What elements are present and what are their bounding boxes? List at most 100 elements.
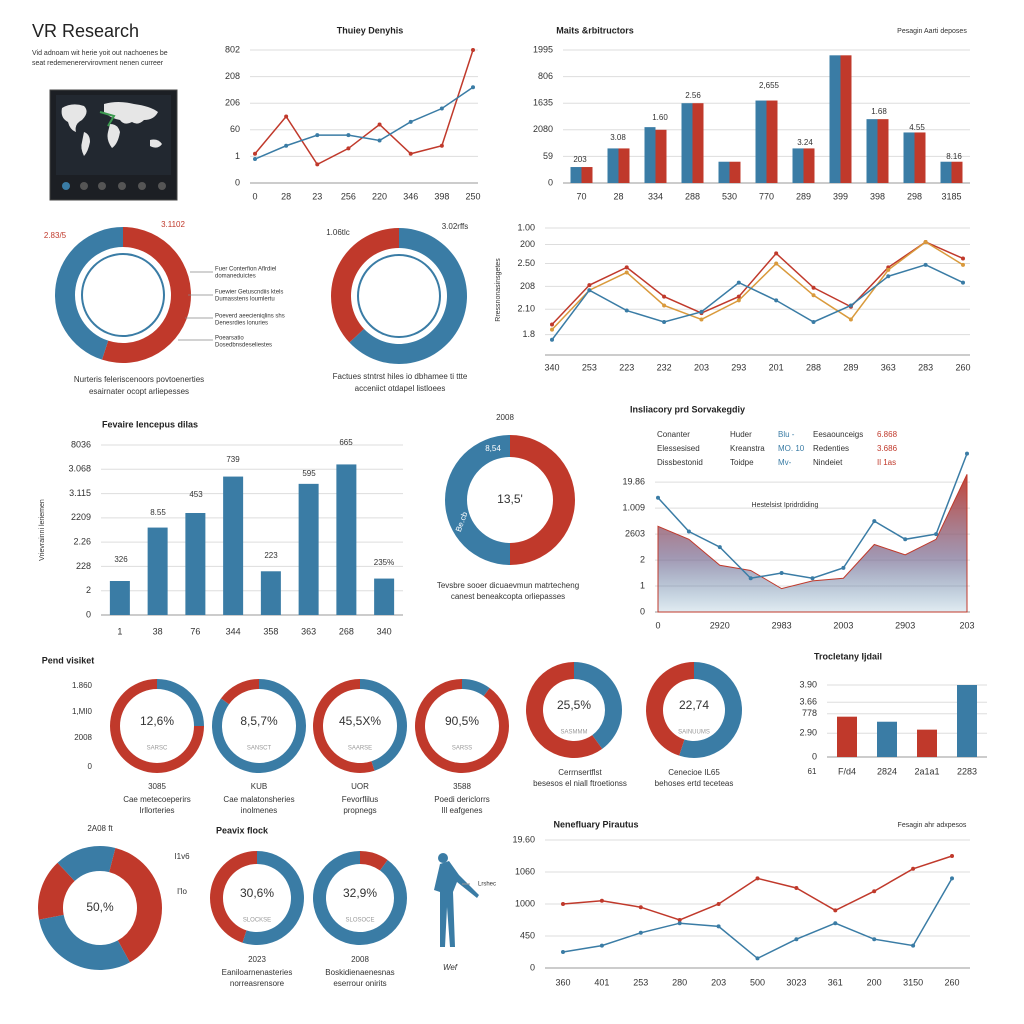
donut-segment xyxy=(220,679,259,705)
x-tick-label: 28 xyxy=(281,191,291,201)
point xyxy=(638,905,643,910)
annotation: Hestelsist Ipridrdiding xyxy=(752,502,819,509)
point xyxy=(811,319,816,324)
x-tick-label: 70 xyxy=(576,191,586,201)
chart-title: Nenefluary Pirautus xyxy=(553,819,638,829)
point xyxy=(848,317,853,322)
x-tick-label: 260 xyxy=(944,977,959,987)
point xyxy=(599,943,604,948)
point xyxy=(911,866,916,871)
point xyxy=(911,943,916,948)
y-tick-label: 1.00 xyxy=(517,222,535,232)
y-tick-label: 0 xyxy=(812,751,817,761)
x-tick-label: 200 xyxy=(867,977,882,987)
point xyxy=(377,122,382,127)
annotation: 1.60 xyxy=(652,113,668,122)
y-tick-label: 806 xyxy=(538,71,553,81)
y-tick-label: 2080 xyxy=(533,124,553,134)
point xyxy=(965,451,969,456)
x-tick-label: 2903 xyxy=(895,620,915,630)
y-tick-label: 200 xyxy=(520,239,535,249)
point xyxy=(638,930,643,935)
x-tick-label: 253 xyxy=(633,977,648,987)
point xyxy=(587,288,592,293)
table-cell: MO. 10 xyxy=(778,444,805,453)
bar xyxy=(607,148,619,183)
y-tick-label: 19.60 xyxy=(512,834,535,844)
annotation: 2008 xyxy=(351,955,369,964)
donut-segment xyxy=(100,846,116,873)
annotation: Cerrnsertflst xyxy=(558,768,602,777)
sub-label: SLOSOCE xyxy=(345,918,374,924)
point xyxy=(755,956,760,961)
annotation: 3.24 xyxy=(797,138,813,147)
bar xyxy=(618,148,630,183)
x-tick-label: 268 xyxy=(339,626,354,636)
x-tick-label: 399 xyxy=(833,191,848,201)
annotation: norreasrensore xyxy=(230,979,285,988)
annotation: 3.08 xyxy=(610,133,626,142)
point xyxy=(561,902,565,906)
x-tick-label: 220 xyxy=(372,191,387,201)
bar xyxy=(755,100,767,183)
inner-ring xyxy=(81,253,165,337)
annotation: Dosedbnsdeseliestes xyxy=(215,343,272,349)
chart-title: Insliacory prd Sorvakegdiy xyxy=(630,404,745,414)
y-tick-label: 1060 xyxy=(515,866,535,876)
donut-segment xyxy=(349,228,468,365)
point xyxy=(599,898,604,903)
donut-segment xyxy=(445,435,510,565)
point xyxy=(872,519,877,524)
area xyxy=(657,474,968,613)
point xyxy=(848,303,853,308)
x-tick-label: 293 xyxy=(731,362,746,372)
donut-segment xyxy=(55,227,123,360)
y-tick-label: 19.86 xyxy=(622,477,645,487)
point xyxy=(833,908,838,913)
bar xyxy=(147,527,168,615)
bar xyxy=(840,55,852,183)
x-tick-label: 2283 xyxy=(957,766,977,776)
point xyxy=(810,576,815,581)
x-tick-label: 203 xyxy=(694,362,709,372)
annotation: 3085 xyxy=(148,782,166,791)
point xyxy=(950,854,954,858)
table-cell: 6.868 xyxy=(877,430,898,439)
annotation: Irllorteries xyxy=(139,806,174,815)
bar xyxy=(877,119,889,183)
annotation: 665 xyxy=(339,438,353,447)
annotation: Denesrdies lonuries xyxy=(215,321,268,327)
y-tick-label: 208 xyxy=(520,281,535,291)
x-tick-label: 232 xyxy=(657,362,672,372)
point xyxy=(950,876,954,881)
annotation: behoses ertd teceteas xyxy=(655,779,734,788)
x-tick-label: 334 xyxy=(648,191,663,201)
annotation: Fevorflilus xyxy=(342,795,378,804)
donut-segment xyxy=(679,662,742,758)
annotation: Boskidienaenesnas xyxy=(325,968,394,977)
sub-label: SAINUUMS xyxy=(678,730,710,736)
point xyxy=(656,495,660,500)
point xyxy=(841,565,846,570)
annotation: Factues stntrst hiles io dbhamee ti ttte xyxy=(333,372,468,381)
annotation: 3.02rffs xyxy=(442,222,469,231)
bar xyxy=(298,483,319,615)
y-tick-label: 1635 xyxy=(533,98,553,108)
center-label: 12,6% xyxy=(140,714,174,728)
annotation: 2,655 xyxy=(759,81,780,90)
annotation: 4.55 xyxy=(909,123,925,132)
annotation: Pesagin Aarti deposes xyxy=(897,28,967,35)
y-tick-label: 3.66 xyxy=(799,697,817,707)
point xyxy=(811,285,816,290)
point xyxy=(736,280,741,285)
x-tick-label: 344 xyxy=(226,626,241,636)
point xyxy=(872,937,877,942)
annotation: Eaniloarnenasteries xyxy=(222,968,293,977)
bar xyxy=(837,716,857,757)
bar xyxy=(570,167,582,183)
figure-label: Lrshec xyxy=(478,882,496,888)
point xyxy=(779,571,784,576)
annotation: 739 xyxy=(226,455,240,464)
y-tick-label: 802 xyxy=(225,44,240,54)
